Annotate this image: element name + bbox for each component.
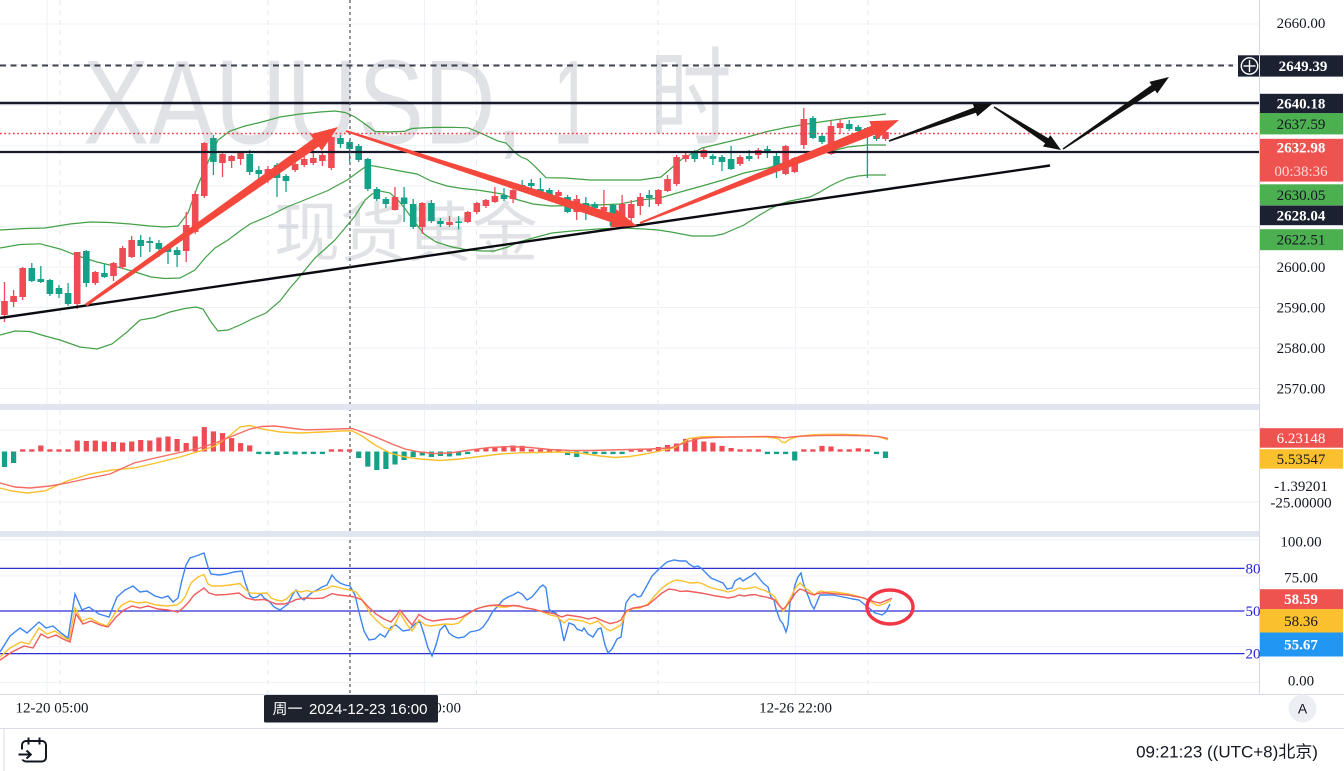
svg-text:5.53547: 5.53547 [1277, 452, 1326, 468]
svg-text:12-26 22:00: 12-26 22:00 [759, 701, 832, 717]
svg-text:2622.51: 2622.51 [1277, 233, 1326, 249]
svg-text:55.67: 55.67 [1284, 638, 1318, 654]
svg-text:): ) [1312, 743, 1318, 762]
svg-text:12-20 05:00: 12-20 05:00 [16, 701, 89, 717]
svg-text:58.59: 58.59 [1284, 592, 1318, 608]
svg-text:-1.39201: -1.39201 [1274, 479, 1328, 495]
svg-text:2570.00: 2570.00 [1277, 382, 1326, 398]
svg-text:-25.00000: -25.00000 [1270, 496, 1331, 512]
svg-text:2640.18: 2640.18 [1277, 97, 1326, 113]
svg-text:80: 80 [1246, 561, 1261, 577]
svg-text:50: 50 [1246, 604, 1261, 620]
svg-text:100.00: 100.00 [1280, 535, 1321, 551]
svg-text:2580.00: 2580.00 [1277, 341, 1326, 357]
svg-text:00:38:36: 00:38:36 [1274, 164, 1328, 180]
svg-text:2632.98: 2632.98 [1277, 140, 1326, 156]
svg-text:58.36: 58.36 [1284, 614, 1318, 630]
svg-text:09:21:23 ((UTC+8): 09:21:23 ((UTC+8) [1136, 743, 1278, 762]
svg-text:2630.05: 2630.05 [1277, 188, 1326, 204]
svg-text:0.00: 0.00 [1288, 674, 1314, 690]
svg-text:2024-12-23 16:00: 2024-12-23 16:00 [309, 701, 427, 718]
svg-text:2649.39: 2649.39 [1279, 59, 1328, 75]
svg-text:2628.04: 2628.04 [1277, 208, 1326, 224]
svg-text:20: 20 [1246, 647, 1261, 663]
svg-text:75.00: 75.00 [1284, 571, 1318, 587]
svg-text:2600.00: 2600.00 [1277, 260, 1326, 276]
svg-text:A: A [1298, 701, 1308, 717]
svg-text:2637.59: 2637.59 [1277, 117, 1326, 133]
svg-text:2590.00: 2590.00 [1277, 301, 1326, 317]
svg-text:2660.00: 2660.00 [1277, 16, 1326, 32]
svg-text:6.23148: 6.23148 [1277, 431, 1326, 447]
